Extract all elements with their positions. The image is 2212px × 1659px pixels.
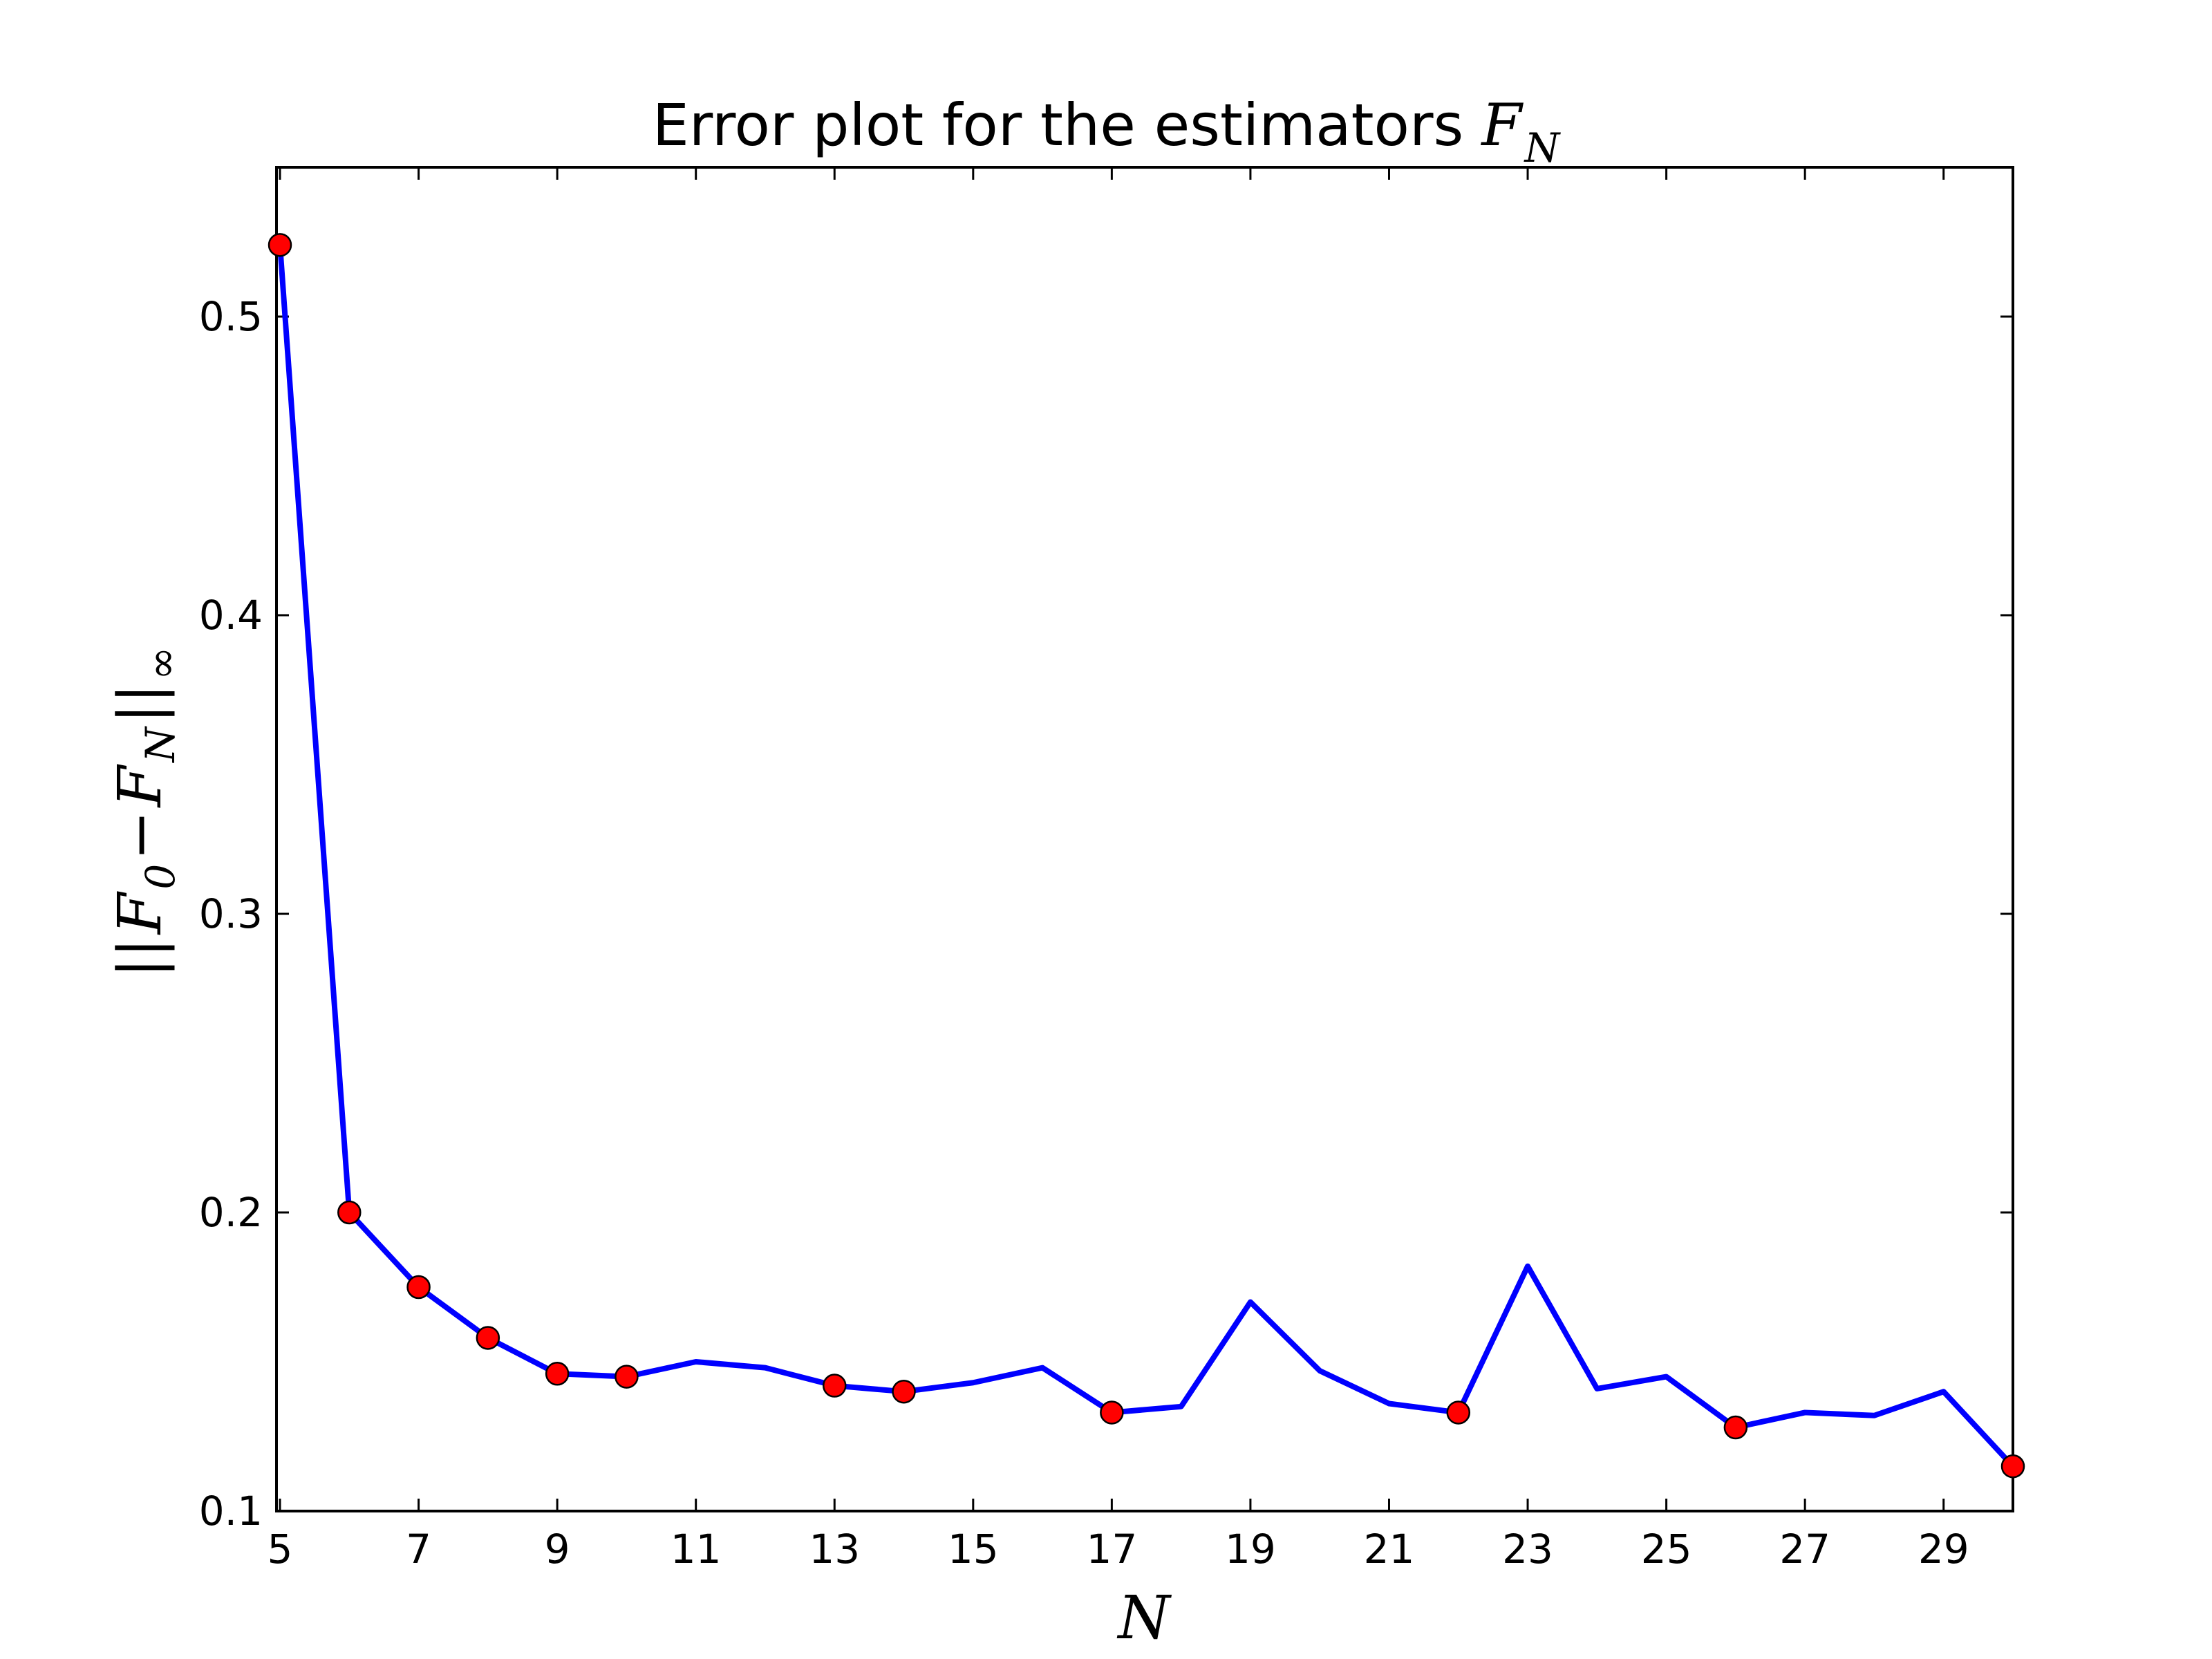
- svg-text:Error plot for the estimators: Error plot for the estimators F N: [653, 91, 1562, 171]
- data-point-marker: [615, 1365, 639, 1389]
- series-markers: [268, 233, 2025, 1479]
- x-tick-label: 23: [1502, 1526, 1553, 1573]
- y-axis-label: || F 0 − F N || ∞: [106, 647, 185, 978]
- x-tick-label: 5: [268, 1526, 293, 1573]
- data-point-marker: [545, 1362, 570, 1386]
- x-tick-labels: 5 7 9 11 13 15 17 19 21 23 25 27 29: [268, 1526, 1969, 1573]
- y-tick-labels: 0.1 0.2 0.3 0.4 0.5: [199, 293, 263, 1535]
- x-tick-label: 7: [406, 1526, 431, 1573]
- data-point-marker: [1446, 1400, 1471, 1425]
- y-tick-label: 0.4: [199, 592, 263, 639]
- data-point-marker: [1723, 1415, 1748, 1440]
- y-label-bars-close: ||: [106, 684, 175, 724]
- y-tick-label: 0.3: [199, 890, 263, 937]
- x-tick-label: 25: [1641, 1526, 1692, 1573]
- plot-area: [275, 166, 2014, 1512]
- x-tick-label: 27: [1779, 1526, 1830, 1573]
- y-tick-label: 0.5: [199, 293, 263, 340]
- x-tick-label: 29: [1918, 1526, 1969, 1573]
- x-tick-label: 17: [1086, 1526, 1137, 1573]
- data-point-marker: [406, 1275, 431, 1300]
- y-label-minus: −: [106, 811, 175, 861]
- y-tick-label: 0.1: [199, 1488, 263, 1535]
- chart-title-math-sub: N: [1524, 124, 1562, 171]
- x-tick-label: 13: [809, 1526, 860, 1573]
- chart-title-text: Error plot for the estimators: [653, 91, 1464, 159]
- data-point-marker: [2000, 1454, 2025, 1479]
- axis-ticks: [276, 167, 2013, 1512]
- x-tick-label: 19: [1225, 1526, 1276, 1573]
- x-tick-label: 9: [545, 1526, 570, 1573]
- y-tick-label: 0.2: [199, 1189, 263, 1236]
- x-tick-label: 21: [1364, 1526, 1415, 1573]
- y-label-fn-sub: N: [137, 726, 184, 764]
- y-label-inf-sub: ∞: [138, 647, 185, 680]
- data-point-marker: [268, 233, 292, 257]
- data-point-marker: [476, 1326, 500, 1350]
- chart-title: Error plot for the estimators F N: [653, 91, 1562, 171]
- svg-text:|| F 0 −: || F 0 − F N || ∞: [106, 647, 185, 978]
- y-label-f0: F: [106, 890, 175, 935]
- data-point-marker: [337, 1200, 362, 1225]
- x-tick-label: 11: [671, 1526, 722, 1573]
- data-point-marker: [822, 1374, 847, 1398]
- data-point-marker: [1100, 1400, 1124, 1425]
- y-label-fn: F: [106, 764, 175, 809]
- x-axis-label: N: [1116, 1584, 1172, 1653]
- data-point-marker: [892, 1379, 916, 1404]
- y-label-f0-sub: 0: [137, 864, 184, 890]
- chart-title-math-base: F: [1480, 91, 1524, 159]
- y-label-bars-open: ||: [106, 938, 175, 978]
- x-tick-label: 15: [948, 1526, 999, 1573]
